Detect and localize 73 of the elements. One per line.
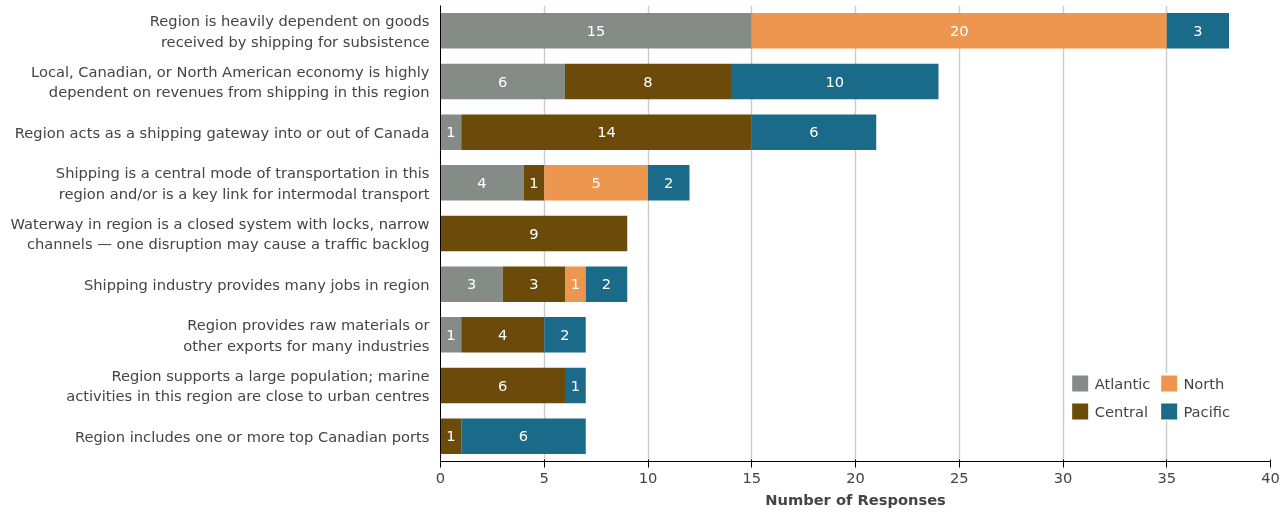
- x-tick-label: 0: [435, 468, 446, 486]
- bar: [1166, 13, 1229, 49]
- data-label: 1: [570, 376, 581, 394]
- data-label: 6: [498, 72, 508, 90]
- bar: [544, 165, 648, 201]
- bar: [440, 165, 524, 201]
- x-axis-title: Number of Responses: [765, 490, 947, 508]
- y-tick-label: Region is heavily dependent on goods received by shipping for subsistence: [149, 12, 430, 50]
- data-label: 20: [949, 21, 969, 39]
- y-tick-label: Region acts as a shipping gateway into or out of Canada: [14, 123, 430, 141]
- data-label: 4: [477, 173, 487, 191]
- bar: [440, 13, 752, 49]
- data-label: 15: [586, 21, 606, 39]
- data-label: 3: [466, 275, 477, 293]
- data-label: 2: [560, 325, 570, 343]
- data-label: 2: [601, 275, 612, 293]
- data-label: 6: [518, 427, 529, 445]
- bar: [440, 367, 565, 404]
- bar: [523, 165, 545, 201]
- bar: [751, 114, 877, 150]
- data-label: 1: [446, 123, 456, 141]
- bar: [461, 114, 752, 150]
- bar: [461, 317, 545, 353]
- bar: [440, 266, 503, 302]
- x-tick-label: 10: [638, 468, 658, 486]
- data-label: 14: [597, 123, 616, 141]
- y-tick-label: Shipping is a central mode of transportation in this region and/or is a key link for intermodal transport: [55, 164, 430, 202]
- legend-label: Atlantic: [1094, 374, 1151, 392]
- bar: [440, 215, 628, 252]
- data-label: 3: [529, 275, 539, 293]
- y-tick-label: Local, Canadian, or North American economy is highly dependent on revenues from shipping in this region: [31, 62, 430, 101]
- data-label: 4: [498, 325, 508, 343]
- legend-label: Central: [1094, 402, 1149, 420]
- data-label: 1: [529, 173, 539, 191]
- data-label: 6: [809, 123, 819, 141]
- bar: [565, 63, 731, 100]
- bar: [565, 367, 586, 404]
- data-label: 10: [825, 72, 845, 90]
- data-label: 6: [498, 376, 508, 394]
- y-tick-label: Region provides raw materials or other exports for many industries: [183, 316, 431, 354]
- data-label: 5: [591, 173, 601, 191]
- bar: [502, 266, 565, 302]
- x-tick-label: 35: [1157, 468, 1177, 486]
- bar: [440, 418, 462, 454]
- y-tick-label: Shipping industry provides many jobs in region: [83, 275, 430, 293]
- bar: [544, 317, 586, 353]
- y-tick-label: Region supports a large population; marine activities in this region are close to urban centres: [66, 366, 430, 405]
- bar: [648, 165, 690, 201]
- x-tick-label: 15: [742, 468, 762, 486]
- data-label: 8: [643, 72, 653, 90]
- bar: [565, 266, 586, 302]
- x-tick-label: 40: [1261, 468, 1280, 486]
- data-label: 3: [1193, 21, 1203, 39]
- y-tick-label: Region includes one or more top Canadian ports: [74, 427, 430, 445]
- bar: [751, 13, 1167, 49]
- x-tick-label: 5: [539, 468, 549, 486]
- legend-label: Pacific: [1183, 402, 1230, 420]
- x-tick-label: 30: [1053, 468, 1073, 486]
- y-tick-label: Waterway in region is a closed system with locks, narrow channels — one disruption may cause a traffic backlog: [10, 214, 430, 253]
- data-label: 1: [446, 427, 456, 445]
- bar: [731, 63, 939, 100]
- bar: [585, 266, 628, 302]
- bar: [440, 114, 462, 150]
- data-label: 2: [664, 173, 674, 191]
- data-label: 1: [570, 275, 581, 293]
- legend-label: North: [1183, 374, 1225, 392]
- data-label: 1: [446, 325, 456, 343]
- bar: [461, 418, 586, 454]
- data-label: 9: [529, 224, 539, 242]
- bar: [440, 317, 462, 353]
- x-tick-label: 20: [846, 468, 865, 486]
- x-tick-label: 25: [949, 468, 969, 486]
- bar: [440, 63, 565, 100]
